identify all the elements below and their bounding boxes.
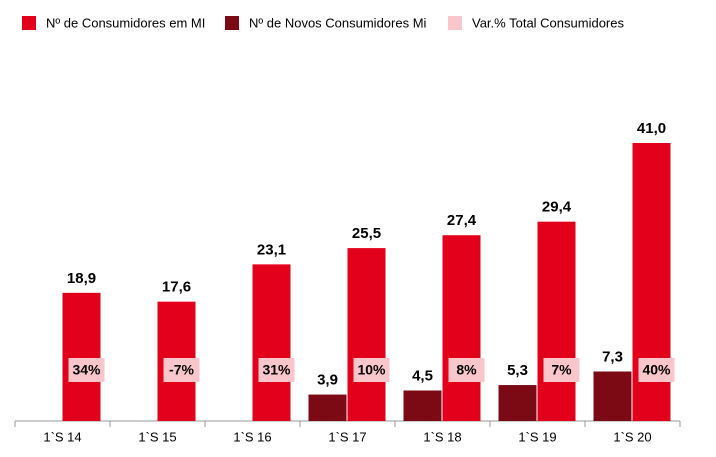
- x-tick-label: 1`S 18: [423, 429, 461, 444]
- x-tick-label: 1`S 19: [518, 429, 556, 444]
- bar: [498, 385, 537, 421]
- variation-box: [68, 358, 105, 382]
- value-label: 5,3: [507, 362, 528, 379]
- x-tick-label: 1`S 17: [328, 429, 366, 444]
- value-label: 23,1: [257, 241, 286, 258]
- legend-swatch: [22, 16, 36, 30]
- value-label: 27,4: [447, 212, 477, 229]
- x-tick-label: 1`S 14: [43, 429, 81, 444]
- value-label: 4,5: [412, 367, 433, 384]
- variation-label: 8%: [456, 362, 477, 378]
- bar: [347, 248, 386, 421]
- variation-box: [163, 358, 200, 382]
- bar: [537, 221, 576, 421]
- bar: [403, 390, 442, 421]
- legend-swatch: [448, 16, 462, 30]
- x-tick-label: 1`S 20: [613, 429, 651, 444]
- variation-label: 34%: [72, 362, 101, 378]
- value-label: 25,5: [352, 225, 381, 242]
- value-label: 7,3: [602, 348, 623, 365]
- value-label: 18,9: [67, 270, 96, 287]
- variation-box: [258, 358, 295, 382]
- variation-label: -7%: [169, 362, 194, 378]
- x-tick-label: 1`S 15: [138, 429, 176, 444]
- legend-label: Var.% Total Consumidores: [472, 15, 624, 30]
- value-label: 3,9: [317, 372, 338, 389]
- variation-box: [448, 358, 485, 382]
- variation-box: [638, 358, 675, 382]
- variation-box: [543, 358, 580, 382]
- legend-label: Nº de Novos Consumidores Mi: [249, 15, 427, 30]
- legend-swatch: [225, 16, 239, 30]
- legend-label: Nº de Consumidores em MI: [46, 15, 205, 30]
- variation-label: 10%: [357, 362, 386, 378]
- variation-label: 31%: [262, 362, 291, 378]
- bar: [62, 292, 101, 421]
- value-label: 29,4: [542, 199, 572, 216]
- variation-label: 7%: [551, 362, 572, 378]
- variation-box: [353, 358, 390, 382]
- value-label: 17,6: [162, 279, 191, 296]
- bar: [442, 235, 481, 421]
- x-tick-label: 1`S 16: [233, 429, 271, 444]
- value-label: 41,0: [637, 120, 666, 137]
- bar: [252, 264, 291, 421]
- variation-label: 40%: [642, 362, 671, 378]
- bar: [593, 371, 632, 421]
- bar: [308, 394, 347, 421]
